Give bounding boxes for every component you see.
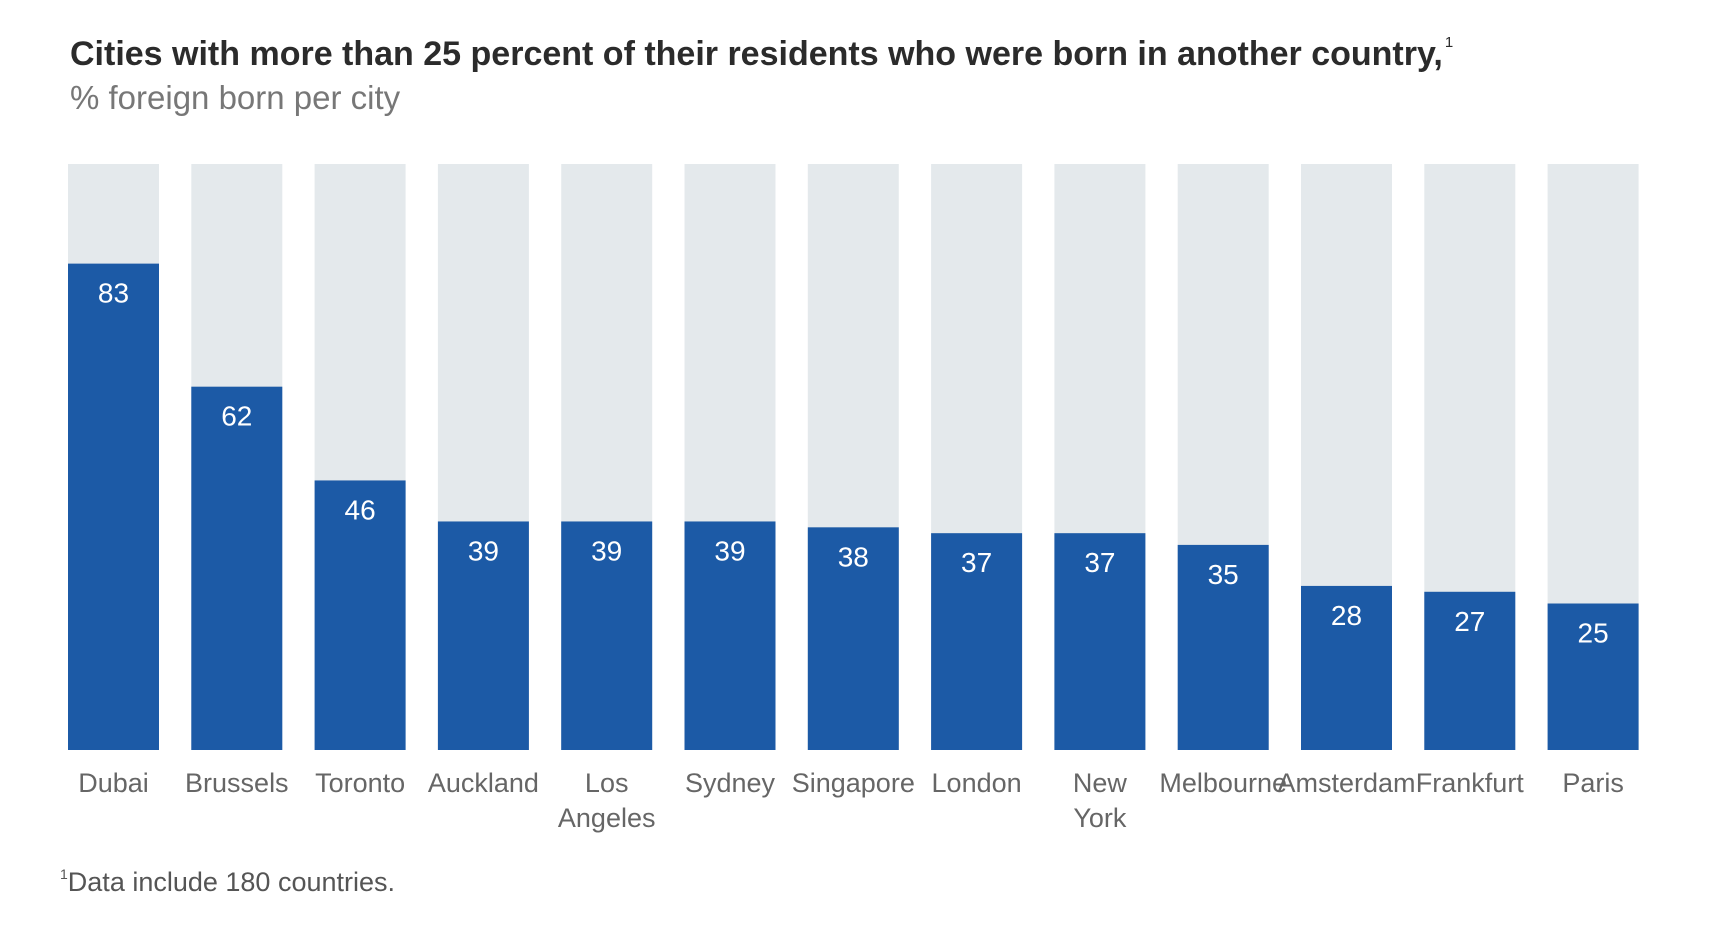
category-label-line: York <box>1073 803 1127 833</box>
data-label: 35 <box>1208 559 1239 590</box>
category-label-line: Toronto <box>315 768 405 798</box>
data-label: 83 <box>98 278 129 309</box>
category-label-line: Los <box>585 768 629 798</box>
category-label-line: Dubai <box>78 768 149 798</box>
bar <box>1547 603 1639 750</box>
category-label: New York <box>1073 768 1128 833</box>
category-label: Melbourne <box>1159 768 1287 798</box>
bar <box>314 480 406 750</box>
category-label-line: Frankfurt <box>1416 768 1525 798</box>
data-label: 37 <box>1084 547 1115 578</box>
category-label: Los Angeles <box>558 768 656 833</box>
bar <box>1177 544 1269 750</box>
chart-title: Cities with more than 25 percent of thei… <box>70 34 1453 74</box>
bar <box>1054 533 1146 750</box>
data-label: 37 <box>961 547 992 578</box>
footnote-mark: 1 <box>60 866 68 882</box>
data-label: 27 <box>1454 606 1485 637</box>
category-label-line: Brussels <box>185 768 289 798</box>
bar <box>191 386 283 750</box>
bar <box>931 533 1023 750</box>
category-label-line: Amsterdam <box>1277 768 1415 798</box>
data-label: 38 <box>838 541 869 572</box>
category-label-line: Melbourne <box>1159 768 1287 798</box>
category-label: Sydney <box>685 768 776 798</box>
bar <box>1301 585 1392 750</box>
category-label: Singapore <box>792 768 915 798</box>
chart-subtitle: % foreign born per city <box>70 79 401 116</box>
data-label: 39 <box>714 535 745 566</box>
data-label: 62 <box>221 401 252 432</box>
data-label: 39 <box>468 535 499 566</box>
category-label-line: Angeles <box>558 803 656 833</box>
category-label: Dubai <box>78 768 149 798</box>
category-label: Frankfurt <box>1416 768 1525 798</box>
category-label-line: Singapore <box>792 768 915 798</box>
bar <box>561 521 653 750</box>
category-label: Amsterdam <box>1277 768 1415 798</box>
bar <box>807 527 899 750</box>
category-label-line: New <box>1073 768 1128 798</box>
data-label: 39 <box>591 535 622 566</box>
bar <box>68 263 159 750</box>
footnote-text: Data include 180 countries. <box>67 867 396 897</box>
title-footnote-mark: 1 <box>1444 34 1454 51</box>
category-label: London <box>932 768 1022 798</box>
data-label: 25 <box>1578 618 1609 649</box>
category-label-line: London <box>932 768 1022 798</box>
category-label: Paris <box>1562 768 1624 798</box>
category-label-line: Paris <box>1562 768 1624 798</box>
bar <box>1424 591 1516 750</box>
category-label: Auckland <box>428 768 539 798</box>
data-label: 46 <box>345 494 376 525</box>
bar <box>437 521 529 750</box>
data-label: 28 <box>1331 600 1362 631</box>
category-label: Brussels <box>185 768 289 798</box>
bar <box>684 521 776 750</box>
category-label-line: Sydney <box>685 768 776 798</box>
footnote: 1Data include 180 countries. <box>60 866 395 898</box>
category-label: Toronto <box>315 768 405 798</box>
category-label-line: Auckland <box>428 768 539 798</box>
chart-title-text: Cities with more than 25 percent of thei… <box>70 35 1443 73</box>
